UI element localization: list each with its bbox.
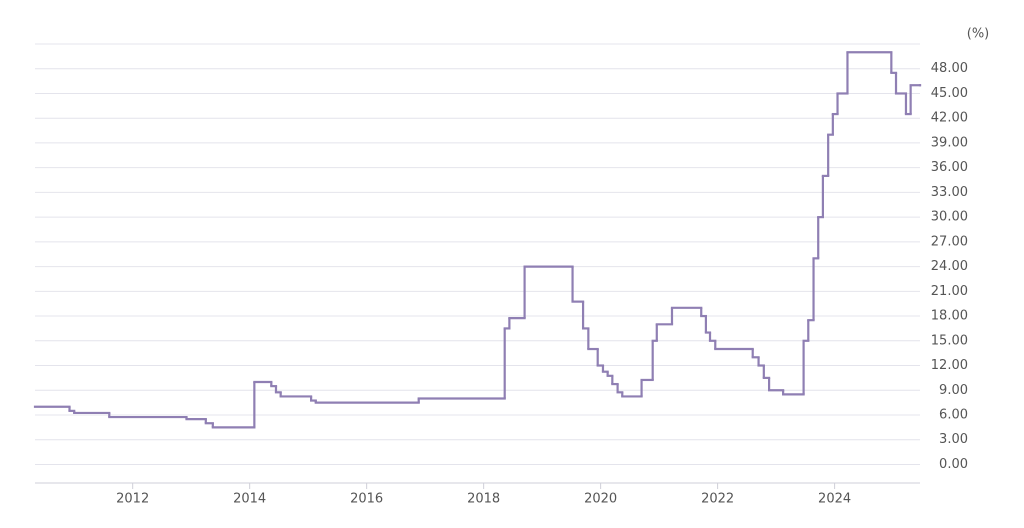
y-tick-label: 0.00 <box>939 457 968 472</box>
y-tick-label: 33.00 <box>931 185 968 200</box>
x-tick-label: 2016 <box>350 492 383 507</box>
y-tick-label: 39.00 <box>931 135 968 150</box>
x-tick-label: 2022 <box>701 492 734 507</box>
y-tick-label: 18.00 <box>931 309 968 324</box>
x-tick-label: 2020 <box>584 492 617 507</box>
x-tick-label: 2024 <box>818 492 851 507</box>
y-tick-label: 12.00 <box>931 358 968 373</box>
y-tick-label: 36.00 <box>931 160 968 175</box>
y-tick-label: 45.00 <box>931 86 968 101</box>
y-tick-label: 42.00 <box>931 111 968 126</box>
y-axis-label: (%) <box>967 27 990 42</box>
y-tick-label: 24.00 <box>931 259 968 274</box>
x-tick-label: 2018 <box>467 492 500 507</box>
y-tick-label: 6.00 <box>939 407 968 422</box>
y-tick-label: 9.00 <box>939 383 968 398</box>
y-tick-label: 30.00 <box>931 210 968 225</box>
y-tick-label: 3.00 <box>939 432 968 447</box>
y-tick-label: 15.00 <box>931 333 968 348</box>
y-tick-label: 21.00 <box>931 284 968 299</box>
y-tick-label: 48.00 <box>931 61 968 76</box>
x-tick-label: 2012 <box>116 492 149 507</box>
y-tick-label: 27.00 <box>931 234 968 249</box>
x-tick-label: 2014 <box>233 492 266 507</box>
